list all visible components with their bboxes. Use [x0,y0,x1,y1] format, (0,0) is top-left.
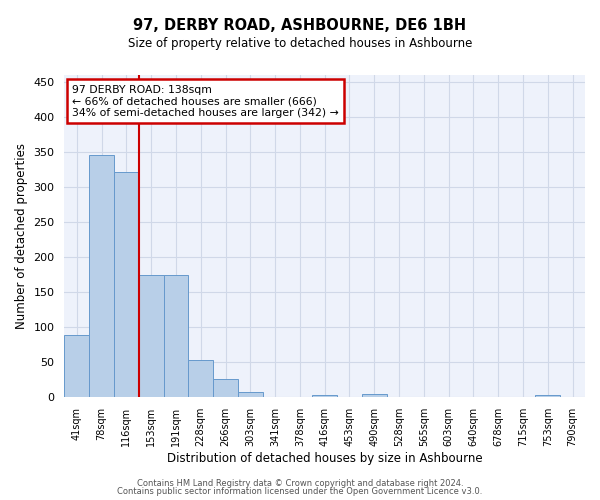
Text: Contains HM Land Registry data © Crown copyright and database right 2024.: Contains HM Land Registry data © Crown c… [137,478,463,488]
Bar [64,335,89,398]
Text: 97, DERBY ROAD, ASHBOURNE, DE6 1BH: 97, DERBY ROAD, ASHBOURNE, DE6 1BH [133,18,467,32]
Bar [114,172,139,398]
Y-axis label: Number of detached properties: Number of detached properties [15,143,28,329]
Text: Contains public sector information licensed under the Open Government Licence v3: Contains public sector information licen… [118,487,482,496]
Bar [213,379,238,398]
Bar [362,394,386,398]
Bar [188,360,213,398]
Bar [238,392,263,398]
Bar [89,155,114,398]
Bar [313,394,337,398]
Bar [535,394,560,398]
Text: Size of property relative to detached houses in Ashbourne: Size of property relative to detached ho… [128,38,472,51]
Bar [164,274,188,398]
Text: 97 DERBY ROAD: 138sqm
← 66% of detached houses are smaller (666)
34% of semi-det: 97 DERBY ROAD: 138sqm ← 66% of detached … [72,84,339,118]
Bar [139,274,164,398]
X-axis label: Distribution of detached houses by size in Ashbourne: Distribution of detached houses by size … [167,452,482,465]
